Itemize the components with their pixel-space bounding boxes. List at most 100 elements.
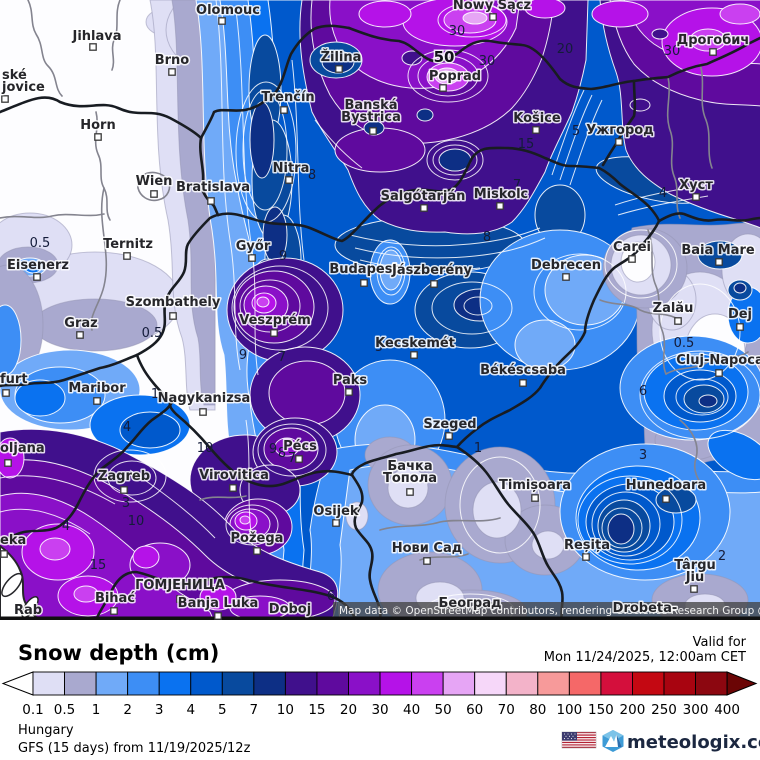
city-name: Banja Luka [178, 596, 259, 611]
scale-tick-label: 3 [155, 702, 164, 718]
contour-value: 6 [639, 384, 647, 399]
city-label: Virovitica [198, 467, 270, 492]
contour-value: 20 [557, 42, 574, 57]
contour-value: 9 [269, 442, 277, 457]
city-label: Београд [437, 595, 503, 613]
scale-segment [221, 671, 255, 696]
city-marker [93, 397, 101, 405]
city-label: Graz [63, 315, 99, 339]
scale-segment [127, 671, 160, 696]
city-name: Carei [613, 240, 651, 255]
city-name: Rab [14, 603, 42, 618]
contour-value: 50 [434, 48, 455, 66]
city-marker [360, 279, 368, 287]
scale-segment [632, 671, 665, 696]
city-label: Kecskemét [374, 335, 456, 359]
city-name: Eisenerz [7, 258, 69, 273]
city-name: Olomouc [196, 3, 260, 18]
contour-value: 4 [659, 186, 667, 201]
contour-value: 0.5 [30, 236, 51, 251]
contour-value: 2 [718, 549, 726, 564]
city-name: Zalău [653, 301, 694, 316]
scale-segment [537, 671, 570, 696]
contour-value: 7 [278, 350, 286, 365]
contour-value: 15 [90, 558, 107, 573]
city-name: Kecskemét [375, 336, 455, 351]
scale-tick-label: 0.5 [54, 702, 75, 718]
city-name: Paks [333, 373, 368, 388]
contour-value: 7 [513, 178, 521, 193]
southwest-purple-mass [0, 428, 339, 620]
city-marker [709, 48, 717, 56]
city-label: Doboj [267, 601, 312, 619]
city-marker [248, 254, 256, 262]
city-name: Brno [155, 53, 190, 68]
snow-depth-map[interactable]: Map data © OpenStreetMap contributors, r… [0, 0, 760, 620]
city-label: Veszprém [238, 312, 312, 337]
city-marker [214, 612, 222, 620]
meteologix-logo[interactable]: meteologix.com [602, 730, 760, 753]
city-label: Drobeta- [611, 600, 679, 618]
city-name: Дрогобич [677, 33, 750, 48]
city-name: Ужгород [586, 123, 653, 138]
city-marker [280, 106, 288, 114]
scale-segment [348, 671, 381, 696]
city-label: Jászberény [390, 262, 474, 288]
city-label: Târgu Jiu [673, 557, 717, 593]
city-label: Osijek [312, 503, 360, 527]
city-name: Požega [231, 531, 284, 546]
city-label: Szeged [422, 416, 478, 440]
city-marker [519, 379, 527, 387]
city-marker [110, 607, 118, 615]
contour-lines [0, 0, 760, 620]
scale-segment [695, 671, 728, 696]
scale-segment [474, 671, 507, 696]
city-marker [445, 432, 453, 440]
city-label: Poprad [427, 68, 483, 92]
city-marker [420, 204, 428, 212]
contour-value: 9 [239, 348, 247, 363]
city-name: ské jovice [1, 68, 45, 95]
city-marker [123, 252, 131, 260]
city-label: Ternitz [102, 236, 154, 260]
contour-value: 1 [474, 441, 482, 456]
scale-tick-label: 80 [529, 702, 546, 718]
scale-segment [158, 671, 192, 696]
site-name: meteologix.com [627, 732, 760, 753]
city-marker [168, 68, 176, 76]
city-marker [207, 197, 215, 205]
city-marker [169, 312, 177, 320]
city-name: eka [0, 533, 26, 548]
scale-tick-label: 15 [308, 702, 325, 718]
scale-tick-label: 40 [403, 702, 420, 718]
scale-segment [442, 671, 476, 696]
color-scale-bar: 0.1 0.5 1 2 3 4 5 7 10 15 20 30 40 50 60 70 80 100 150 200 2… [1, 671, 758, 718]
city-name: Szombathely [126, 295, 221, 310]
city-name: Pécs [283, 439, 317, 454]
contour-value: 9 [279, 249, 287, 264]
city-name: Београд [438, 596, 501, 611]
city-label: Békéscsaba [479, 362, 567, 387]
city-name: furt [0, 372, 28, 387]
city-marker [532, 126, 540, 134]
valid-datetime: Mon 11/24/2025, 12:00am CET [544, 650, 746, 665]
city-name: Нови Сад [392, 541, 462, 556]
us-flag-icon [561, 731, 597, 749]
scale-segment [32, 671, 65, 696]
city-label: Košice [512, 110, 562, 134]
city-marker [410, 351, 418, 359]
city-label: Žilina [319, 48, 363, 73]
city-label: Pécs [282, 438, 319, 463]
city-marker [150, 190, 158, 198]
city-marker [0, 550, 8, 558]
city-marker [662, 495, 670, 503]
scale-segment [284, 671, 318, 696]
city-label: Дрогобич [675, 32, 751, 56]
legend-title: Snow depth (cm) [18, 641, 219, 665]
city-name: Salgótarján [381, 189, 466, 204]
city-marker [89, 43, 97, 51]
city-marker [406, 488, 414, 496]
city-name: Hunedoara [626, 478, 706, 493]
city-label: Olomouc [195, 2, 261, 25]
city-marker [253, 547, 261, 555]
